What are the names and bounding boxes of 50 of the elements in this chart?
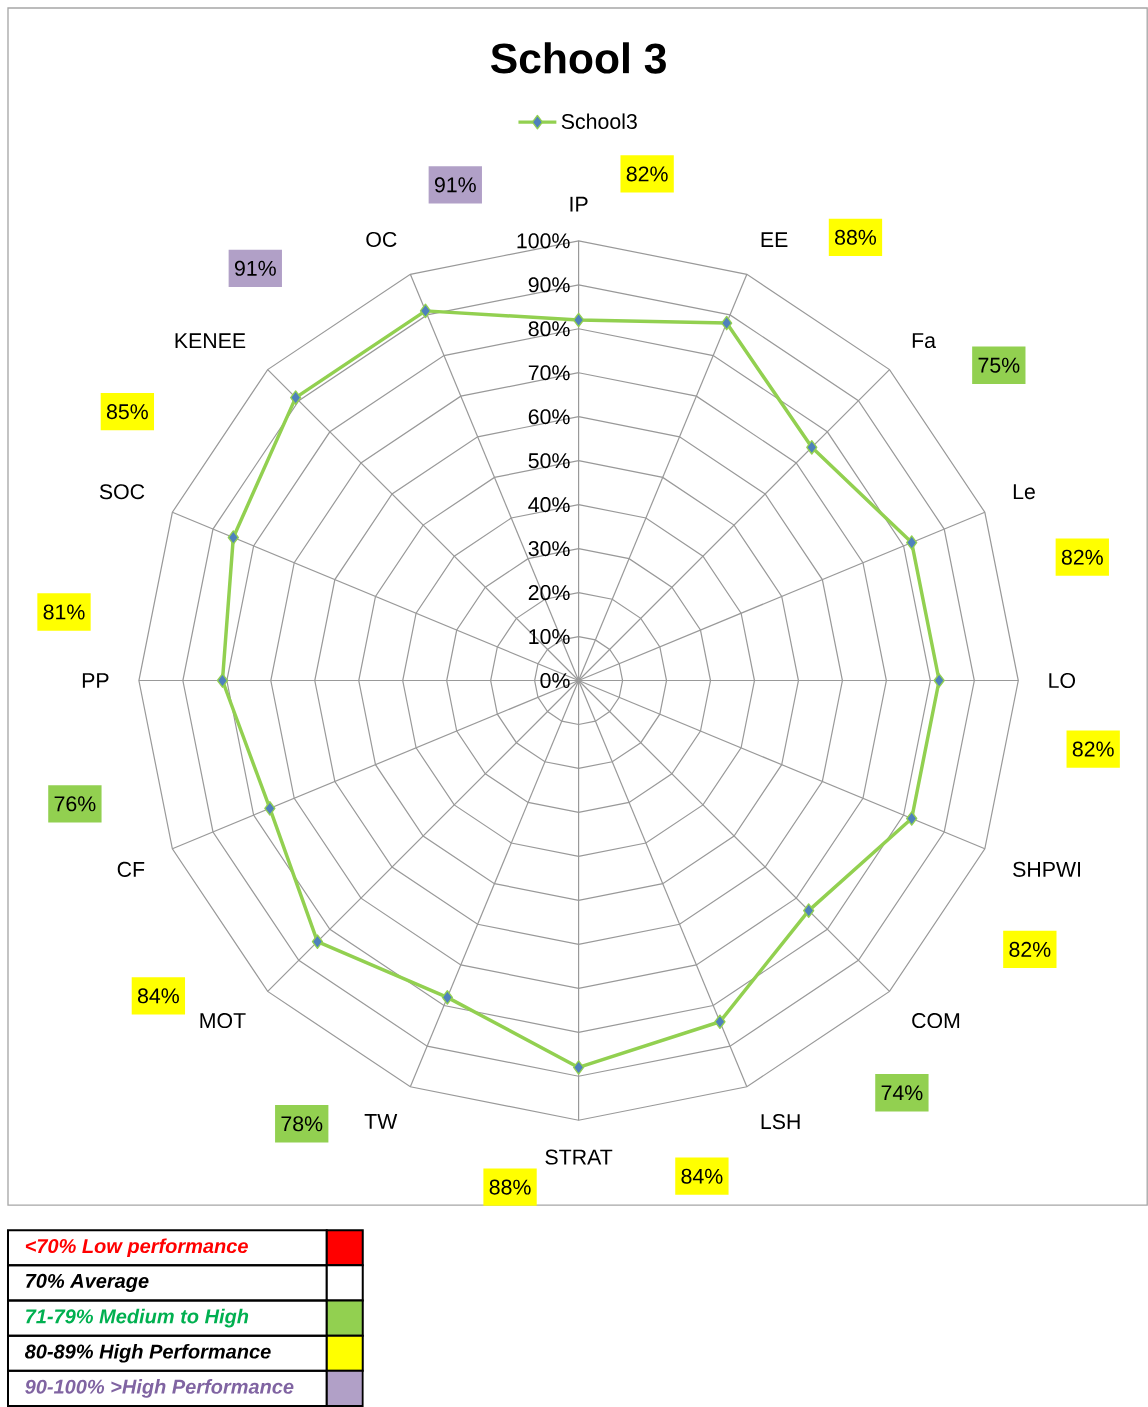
spoke-label: SHPWI — [1012, 861, 1080, 877]
text: <70% Low performance — [25, 1238, 248, 1258]
text: 82% — [1072, 741, 1114, 757]
y-tick-label: 100% — [517, 233, 570, 249]
text: 84% — [681, 1168, 723, 1184]
spoke-label: SOC — [99, 484, 145, 500]
spoke-label: LSH — [761, 1114, 800, 1130]
text: 81% — [43, 604, 85, 620]
y-tick-label: 70% — [528, 365, 570, 381]
text: 78% — [281, 1116, 323, 1132]
spoke-label: MOT — [200, 1013, 246, 1029]
text: 82% — [1009, 941, 1051, 957]
y-tick-label: 10% — [529, 629, 570, 645]
spoke-label: PP — [82, 673, 109, 688]
text: 71-79% Medium to High — [26, 1308, 249, 1328]
spoke-label: IP — [570, 196, 588, 212]
text: 80-89% High Performance — [24, 1343, 271, 1363]
spoke-label: Fa — [912, 333, 936, 349]
y-tick-label: 90% — [528, 277, 570, 293]
text: 85% — [106, 404, 148, 420]
spoke-label: EE — [761, 232, 788, 247]
text: 90-100% >High Performance — [25, 1379, 294, 1398]
text: 88% — [834, 229, 876, 245]
text: 76% — [54, 796, 96, 812]
text: 88% — [489, 1179, 531, 1195]
text: 91% — [434, 177, 476, 193]
text: 84% — [137, 988, 179, 1004]
spoke-label: Le — [1013, 484, 1035, 500]
text: 82% — [626, 166, 668, 182]
y-tick-label: 40% — [528, 497, 570, 513]
y-tick-label: 80% — [528, 321, 570, 337]
y-tick-label: 60% — [528, 409, 570, 425]
y-tick-label: 20% — [528, 585, 570, 601]
legend-label: School3 — [561, 113, 637, 130]
text: 74% — [881, 1085, 923, 1101]
spoke-label: TW — [364, 1114, 398, 1129]
spoke-label: COM — [912, 1013, 959, 1029]
y-tick-label: 50% — [528, 453, 570, 469]
y-tick-label: 0% — [540, 672, 570, 689]
spoke-label: OC — [366, 231, 397, 247]
spoke-label: LO — [1049, 672, 1075, 689]
spoke-label: STRAT — [545, 1149, 613, 1165]
text: 75% — [978, 357, 1020, 373]
y-tick-label: 30% — [528, 541, 570, 557]
text: 70% Average — [26, 1273, 149, 1292]
spoke-label: KENEE — [175, 333, 246, 349]
text: 91% — [234, 260, 276, 276]
spoke-label: CF — [117, 861, 145, 877]
text: 82% — [1061, 549, 1103, 565]
chart-title: School 3 — [490, 42, 666, 74]
